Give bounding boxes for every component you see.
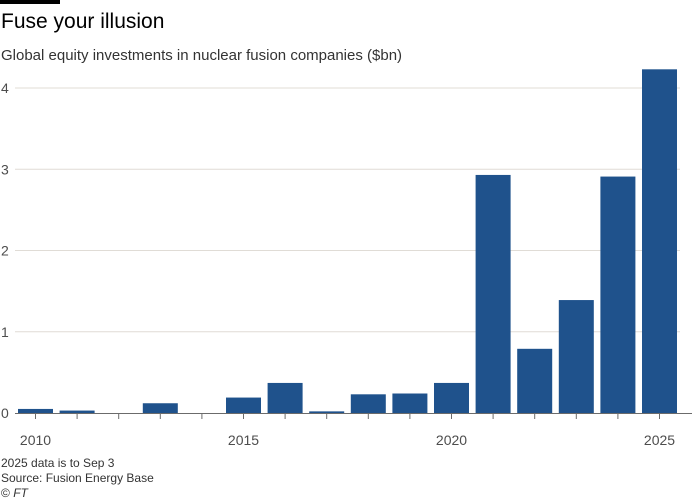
copyright-symbol: © bbox=[1, 486, 10, 500]
bar-chart: 0 1 2 3 4 2010 2015 2020 2025 bbox=[1, 69, 692, 448]
bar-2013 bbox=[142, 403, 178, 413]
x-tick-label-2025: 2025 bbox=[644, 432, 675, 448]
bar-2020 bbox=[434, 382, 469, 413]
bar-2017 bbox=[309, 411, 345, 413]
copyright-owner: FT bbox=[13, 486, 28, 500]
bar-2016 bbox=[267, 382, 303, 413]
bar-2022 bbox=[517, 348, 553, 413]
bar-2011 bbox=[59, 410, 95, 413]
footnote: 2025 data is to Sep 3 bbox=[1, 456, 115, 470]
chart-subtitle: Global equity investments in nuclear fus… bbox=[1, 47, 403, 64]
x-axis bbox=[15, 413, 692, 419]
bar-2019 bbox=[392, 393, 428, 413]
y-tick-label-4: 4 bbox=[1, 80, 9, 96]
bars bbox=[18, 69, 677, 413]
chart-footer: 2025 data is to Sep 3 Source: Fusion Ene… bbox=[1, 456, 154, 501]
source-note: Source: Fusion Energy Base bbox=[1, 471, 154, 485]
top-rule bbox=[0, 0, 60, 4]
bar-2024 bbox=[600, 176, 636, 413]
y-tick-label-1: 1 bbox=[1, 324, 9, 340]
y-tick-labels: 0 1 2 3 4 bbox=[1, 80, 9, 421]
bar-2021 bbox=[475, 174, 511, 413]
bar-2018 bbox=[350, 394, 386, 413]
x-tick-label-2020: 2020 bbox=[436, 432, 467, 448]
y-tick-label-3: 3 bbox=[1, 161, 9, 177]
y-tick-label-0: 0 bbox=[1, 405, 9, 421]
bar-2023 bbox=[558, 300, 594, 413]
x-tick-labels: 2010 2015 2020 2025 bbox=[20, 432, 675, 448]
x-tick-label-2015: 2015 bbox=[228, 432, 259, 448]
bar-2025 bbox=[642, 69, 677, 413]
bar-2015 bbox=[226, 397, 261, 413]
copyright: © FT bbox=[1, 486, 154, 501]
bar-2010 bbox=[18, 408, 53, 413]
x-tick-label-2010: 2010 bbox=[20, 432, 51, 448]
gridlines bbox=[15, 87, 680, 333]
chart-title: Fuse your illusion bbox=[1, 10, 165, 33]
y-tick-label-2: 2 bbox=[1, 243, 9, 259]
